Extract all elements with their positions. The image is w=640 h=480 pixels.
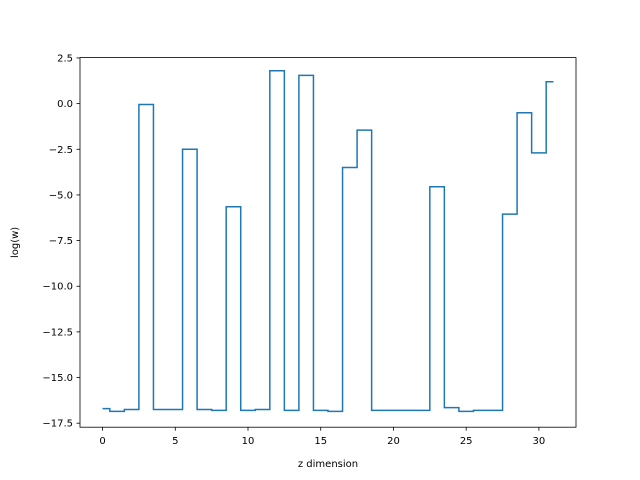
y-tick-label: −17.5 bbox=[42, 419, 73, 430]
y-tick-label: 2.5 bbox=[57, 53, 73, 64]
x-tick-label: 10 bbox=[242, 436, 255, 447]
x-tick-label: 15 bbox=[314, 436, 327, 447]
y-axis: 2.5 0.0 −2.5 −5.0 −7.5 −10.0 −12.5 −15.0 −17.5 bbox=[42, 53, 80, 430]
x-tick-label: 30 bbox=[533, 436, 546, 447]
y-tick-label: −5.0 bbox=[49, 190, 73, 201]
plot-frame bbox=[79, 57, 577, 428]
x-axis: 0 5 10 15 20 25 30 bbox=[99, 427, 545, 447]
y-tick-label: −12.5 bbox=[42, 327, 73, 338]
y-tick-label: 0.0 bbox=[57, 99, 73, 110]
y-tick-label: −2.5 bbox=[49, 145, 73, 156]
series-line bbox=[102, 69, 554, 413]
y-axis-label: log(w) bbox=[10, 227, 21, 258]
y-tick-label: −10.0 bbox=[42, 282, 73, 293]
x-tick-label: 5 bbox=[172, 436, 178, 447]
x-tick-label: 20 bbox=[387, 436, 400, 447]
x-tick-label: 25 bbox=[460, 436, 473, 447]
x-axis-label: z dimension bbox=[298, 459, 358, 470]
y-tick-label: −7.5 bbox=[49, 236, 73, 247]
y-tick-label: −15.0 bbox=[42, 373, 73, 384]
x-tick-label: 0 bbox=[99, 436, 105, 447]
